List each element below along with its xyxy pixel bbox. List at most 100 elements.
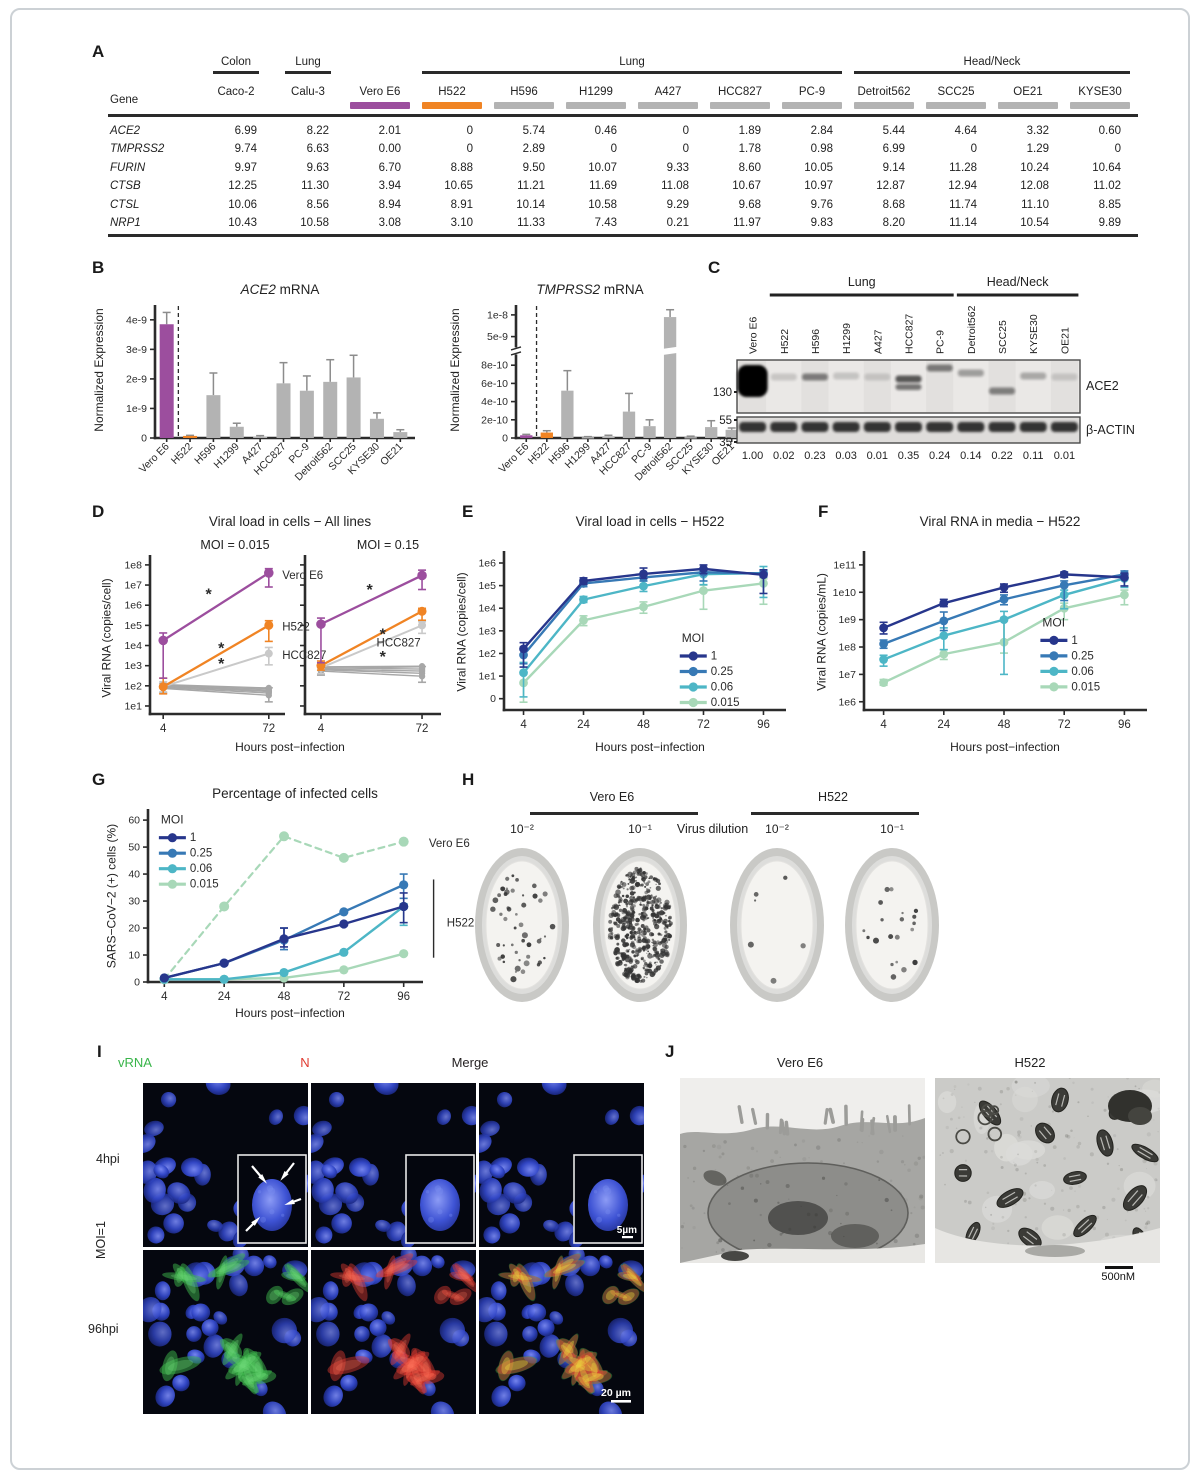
table-cell: 0.21 [666, 217, 689, 229]
table-cell: 9.76 [810, 198, 833, 211]
table-divider-1 [108, 234, 1138, 237]
virus-dilution-label: Virus dilution [676, 822, 749, 836]
table-cell: 6.99 [234, 125, 257, 137]
svg-text:H1299: H1299 [841, 323, 853, 354]
svg-text:1e-8: 1e-8 [487, 309, 508, 321]
svg-text:1e8: 1e8 [838, 642, 856, 654]
table-cell: 12.94 [948, 180, 977, 193]
panel-d-title: Viral load in cells − All lines [208, 514, 372, 529]
em-image-h522 [935, 1078, 1160, 1263]
panel-label-j: J [665, 1042, 675, 1061]
table-cell: 9.89 [1098, 217, 1121, 229]
table-cell: 4.64 [954, 125, 977, 137]
svg-text:Vero E6: Vero E6 [748, 316, 760, 354]
svg-text:24: 24 [937, 719, 950, 731]
svg-text:4e-10: 4e-10 [481, 396, 508, 408]
table-cell: 2.01 [378, 125, 401, 137]
table-column-detroit562: Detroit562 [848, 86, 920, 109]
table-cell: 8.56 [306, 198, 329, 211]
svg-text:Detroit562: Detroit562 [966, 305, 978, 354]
table-cell: 0.00 [378, 143, 401, 156]
table-cell: 8.22 [306, 125, 329, 137]
table-cell: 8.94 [378, 198, 401, 211]
svg-text:1e5: 1e5 [124, 620, 142, 632]
svg-text:130: 130 [713, 387, 732, 399]
table-cell: 11.97 [733, 217, 761, 229]
svg-text:OE21: OE21 [378, 441, 406, 469]
table-cell: 0 [466, 143, 473, 156]
channel-header-merge: Merge [451, 1055, 489, 1070]
em-scale-label: 500nM [1101, 1271, 1135, 1283]
table-cell: 9.14 [882, 161, 905, 174]
svg-text:H522: H522 [447, 918, 475, 930]
panel-e-title: Viral load in cells − H522 [575, 514, 725, 529]
row-label-96hpi: 96hpi [88, 1322, 119, 1336]
panel-label-b: B [92, 258, 105, 277]
svg-text:5µm: 5µm [617, 1225, 637, 1236]
table-cell: 8.85 [1098, 198, 1121, 211]
panel-g-xlabel: Hours post−infection [235, 1006, 345, 1020]
svg-text:0: 0 [502, 433, 508, 445]
dilution-label-3: 10⁻² [765, 822, 789, 836]
panel-label-f: F [818, 502, 829, 521]
svg-text:0.22: 0.22 [991, 450, 1012, 462]
well-group-vero-line [530, 812, 698, 815]
table-cell: 6.70 [378, 161, 401, 174]
table-cell: 6.63 [306, 143, 329, 156]
svg-text:H596: H596 [810, 329, 822, 354]
svg-text:MOI: MOI [682, 631, 705, 645]
svg-text:35: 35 [719, 437, 732, 449]
table-cell: 10.07 [588, 161, 617, 174]
svg-text:1e10: 1e10 [833, 587, 857, 599]
tmprss2-gene-name: TMPRSS2 [536, 282, 601, 297]
western-blot: Lung Head/Neck Vero E6 H522 H596 H1299 A427 HCC… [713, 275, 1135, 462]
channel-header-n: N [300, 1055, 310, 1070]
svg-text:50: 50 [128, 842, 140, 854]
panel-f-title: Viral RNA in media − H522 [919, 514, 1081, 529]
svg-text:55: 55 [719, 415, 732, 427]
svg-text:Vero E6: Vero E6 [137, 441, 172, 476]
svg-text:0.23: 0.23 [804, 450, 825, 462]
svg-text:H522: H522 [779, 329, 791, 354]
table-cell: 10.43 [228, 217, 257, 229]
svg-text:0.03: 0.03 [835, 450, 856, 462]
table-column-h1299: H1299 [560, 86, 632, 109]
svg-text:1.00: 1.00 [742, 450, 763, 462]
panel-f-xlabel: Hours post−infection [950, 740, 1060, 754]
table-column-calu-3: Calu-3 [291, 86, 325, 98]
table-cell: 8.20 [882, 217, 905, 229]
svg-text:96: 96 [757, 719, 770, 731]
table-cell: 1.29 [1026, 143, 1049, 156]
svg-text:1e11: 1e11 [833, 559, 856, 571]
svg-text:24: 24 [577, 719, 590, 731]
table-cell: 9.50 [522, 161, 545, 174]
svg-text:H522: H522 [169, 441, 195, 467]
svg-text:4: 4 [161, 991, 168, 1003]
row-label-4hpi: 4hpi [96, 1152, 120, 1166]
svg-text:3e-9: 3e-9 [126, 344, 147, 356]
table-cell: 0 [682, 125, 689, 137]
svg-text:1e6: 1e6 [124, 600, 142, 612]
svg-text:1e3: 1e3 [124, 660, 142, 672]
table-row-gene-ctsl: CTSL [110, 198, 140, 211]
svg-text:H522: H522 [282, 621, 310, 633]
dilution-label-4: 10⁻¹ [880, 822, 904, 836]
panel-label-h: H [462, 770, 475, 789]
svg-text:24: 24 [218, 991, 231, 1003]
table-cell: 11.74 [949, 198, 977, 211]
panel-label-d: D [92, 502, 105, 521]
svg-text:1e5: 1e5 [478, 580, 496, 592]
table-group-colon: Colon [200, 56, 272, 74]
table-cell: 11.33 [517, 217, 545, 229]
table-cell: 0.98 [810, 143, 833, 156]
dilution-label-2: 10⁻¹ [628, 822, 652, 836]
table-cell: 10.14 [516, 198, 545, 211]
table-row-gene-nrp1: NRP1 [110, 217, 141, 229]
table-cell: 10.54 [1020, 217, 1049, 229]
table-cell: 3.10 [450, 217, 473, 229]
svg-text:2e-10: 2e-10 [481, 414, 508, 426]
svg-text:2e-9: 2e-9 [126, 373, 147, 385]
em-header-h522: H522 [1014, 1055, 1046, 1070]
table-cell: 0 [466, 125, 473, 137]
